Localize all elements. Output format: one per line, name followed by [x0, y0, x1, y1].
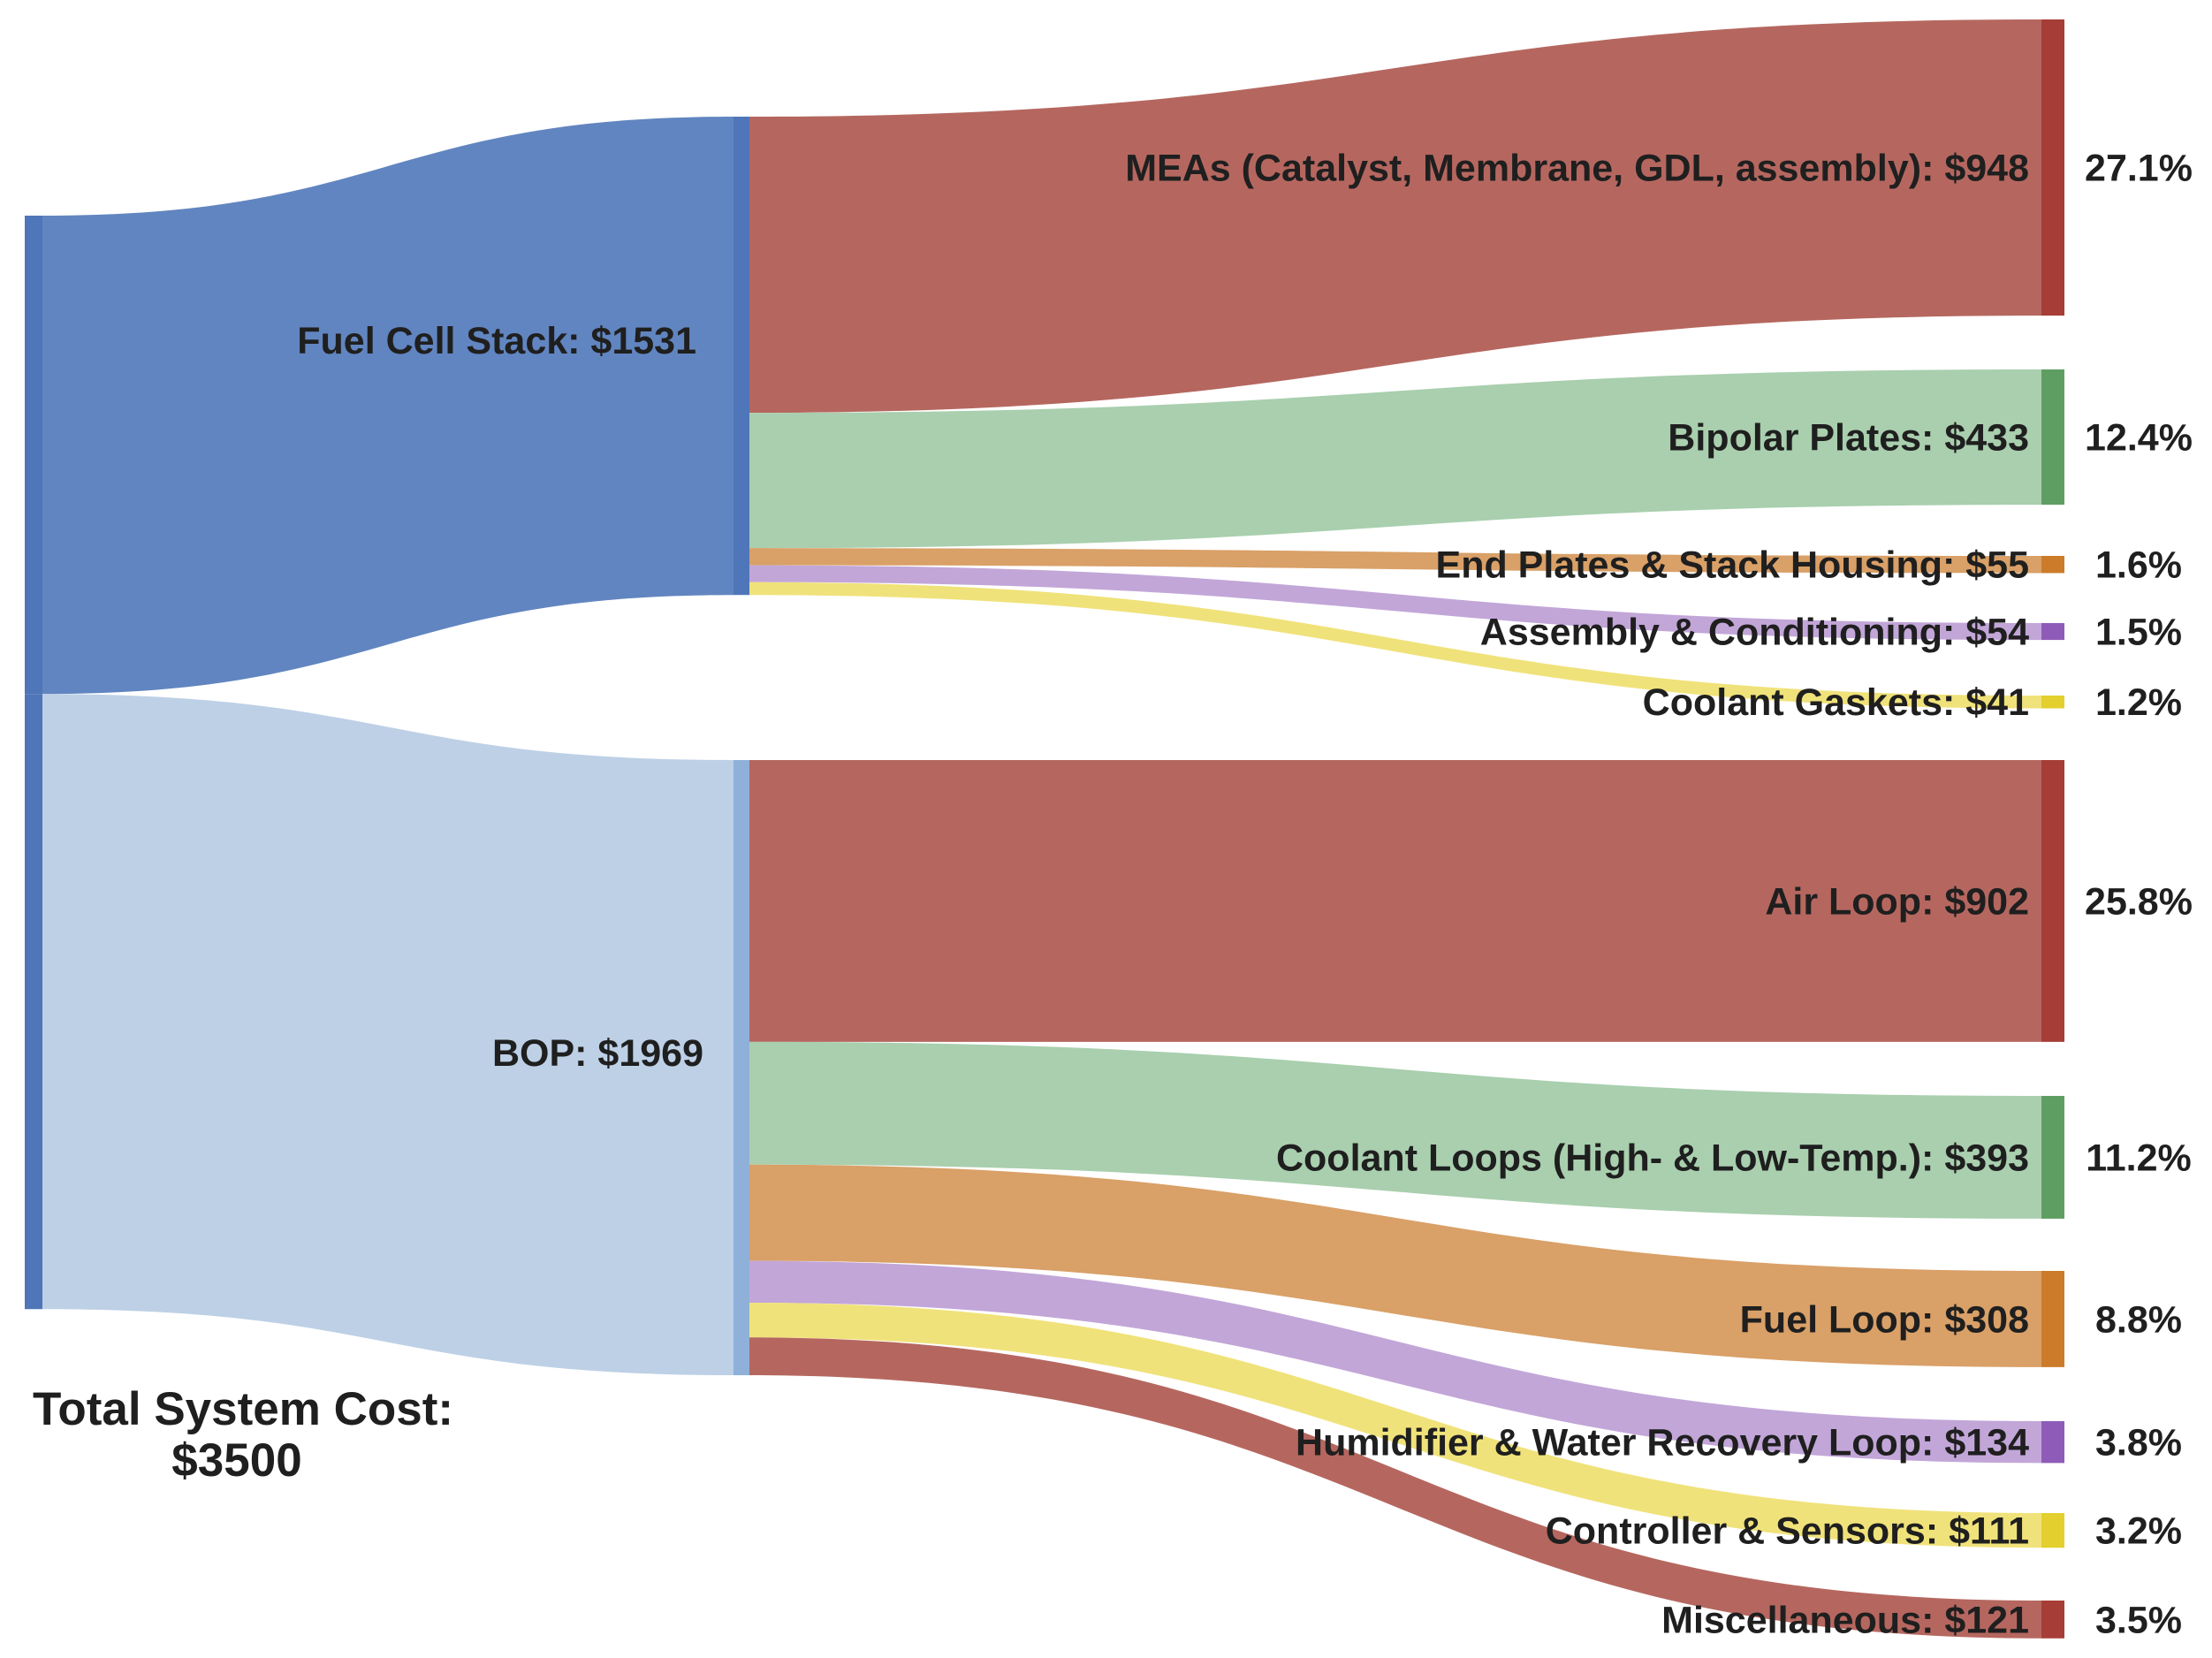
- leaf-percent-air: 25.8%: [2085, 880, 2193, 923]
- leaf-label-coolant: Coolant Loops (High- & Low-Temp.): $393: [1276, 1137, 2029, 1179]
- leaf-percent-coolant: 11.2%: [2086, 1137, 2192, 1179]
- leaf-label-ctrl: Controller & Sensors: $111: [1546, 1510, 2029, 1553]
- labels-layer: Total System Cost: $3500 Fuel Cell Stack…: [33, 148, 2193, 1642]
- leaf-bar-assembly: [2041, 623, 2064, 641]
- leaf-percent-ctrl: 3.2%: [2095, 1510, 2182, 1553]
- leaf-label-gaskets: Coolant Gaskets: $41: [1643, 681, 2029, 724]
- leaf-bar-air: [2041, 760, 2064, 1042]
- leaf-label-misc: Miscellaneous: $121: [1661, 1599, 2029, 1641]
- leaf-bar-coolant: [2041, 1096, 2064, 1219]
- leaf-bar-endplates: [2041, 556, 2064, 574]
- bars-layer: [25, 19, 2064, 1639]
- leaf-label-air: Air Loop: $902: [1765, 880, 2029, 923]
- flow-stack-to-assembly: [749, 565, 2041, 641]
- flow-bop-to-humid: [749, 1260, 2041, 1464]
- leaf-label-fuel: Fuel Loop: $308: [1740, 1298, 2029, 1341]
- leaf-percent-endplates: 1.6%: [2095, 544, 2182, 587]
- group-label-bop: BOP: $1969: [492, 1032, 703, 1075]
- flow-source-to-bop: [42, 694, 734, 1376]
- flow-stack-to-gaskets: [749, 582, 2041, 709]
- flow-stack-to-bipolar: [749, 369, 2041, 549]
- leaf-percent-gaskets: 1.2%: [2095, 681, 2182, 724]
- flow-bop-to-misc: [749, 1337, 2041, 1639]
- leaf-bar-misc: [2041, 1601, 2064, 1639]
- leaf-percent-humid: 3.8%: [2095, 1422, 2182, 1464]
- flow-bop-to-ctrl: [749, 1303, 2041, 1548]
- total-cost-value: $3500: [171, 1434, 301, 1487]
- group-bar-stack: [734, 117, 749, 596]
- leaf-bar-fuel: [2041, 1271, 2064, 1367]
- group-label-stack: Fuel Cell Stack: $1531: [297, 320, 696, 362]
- leaf-bar-bipolar: [2041, 369, 2064, 506]
- group-bar-bop: [734, 760, 749, 1376]
- leaf-percent-fuel: 8.8%: [2095, 1298, 2182, 1341]
- leaf-percent-mea: 27.1%: [2085, 148, 2193, 190]
- leaf-percent-bipolar: 12.4%: [2085, 417, 2193, 460]
- leaf-bar-mea: [2041, 19, 2064, 316]
- leaf-percent-assembly: 1.5%: [2095, 612, 2182, 654]
- flow-bop-to-fuel: [749, 1164, 2041, 1367]
- leaf-bar-humid: [2041, 1421, 2064, 1464]
- leaf-label-assembly: Assembly & Conditioning: $54: [1480, 612, 2029, 654]
- leaf-label-endplates: End Plates & Stack Housing: $55: [1436, 544, 2029, 587]
- flow-bop-to-coolant: [749, 1041, 2041, 1219]
- leaf-label-mea: MEAs (Catalyst, Membrane, GDL, assembly)…: [1125, 148, 2029, 190]
- flow-stack-to-mea: [749, 19, 2041, 414]
- source-bar-segment-bop: [25, 694, 42, 1310]
- flow-bop-to-air: [749, 760, 2041, 1042]
- leaf-bar-gaskets: [2041, 696, 2064, 709]
- links-layer: [42, 19, 2041, 1639]
- source-bar-segment-stack: [25, 216, 42, 695]
- total-cost-title: Total System Cost:: [33, 1383, 453, 1435]
- leaf-label-bipolar: Bipolar Plates: $433: [1668, 417, 2029, 460]
- leaf-percent-misc: 3.5%: [2095, 1599, 2182, 1641]
- leaf-bar-ctrl: [2041, 1513, 2064, 1548]
- flow-source-to-stack: [42, 117, 734, 695]
- flow-stack-to-endplates: [749, 548, 2041, 574]
- leaf-label-humid: Humidifier & Water Recovery Loop: $134: [1296, 1422, 2029, 1464]
